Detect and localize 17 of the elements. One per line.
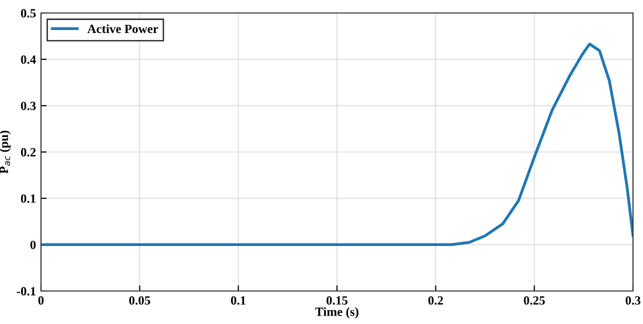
y-tick-label: -0.1 xyxy=(16,287,36,296)
legend-label: Active Power xyxy=(87,24,158,34)
x-tick-label: 0.15 xyxy=(326,296,348,305)
x-tick-label: 0.25 xyxy=(524,296,545,305)
x-tick-label: 0 xyxy=(38,296,44,305)
x-tick-label: 0.1 xyxy=(230,296,246,305)
x-tick-label: 0.3 xyxy=(626,296,640,305)
x-tick-label: 0.2 xyxy=(428,296,443,305)
y-tick-label: 0.4 xyxy=(20,55,36,64)
y-tick-label: 0.2 xyxy=(20,148,36,157)
y-tick-label: 0.3 xyxy=(20,102,36,110)
y-tick-label: 0.5 xyxy=(20,9,36,18)
x-tick-label: 0.05 xyxy=(129,296,150,305)
y-tick-label: 0 xyxy=(30,240,36,250)
line-series xyxy=(41,42,633,246)
x-axis-title: Time (s) xyxy=(315,307,358,319)
y-tick-label: 0.1 xyxy=(20,194,36,203)
